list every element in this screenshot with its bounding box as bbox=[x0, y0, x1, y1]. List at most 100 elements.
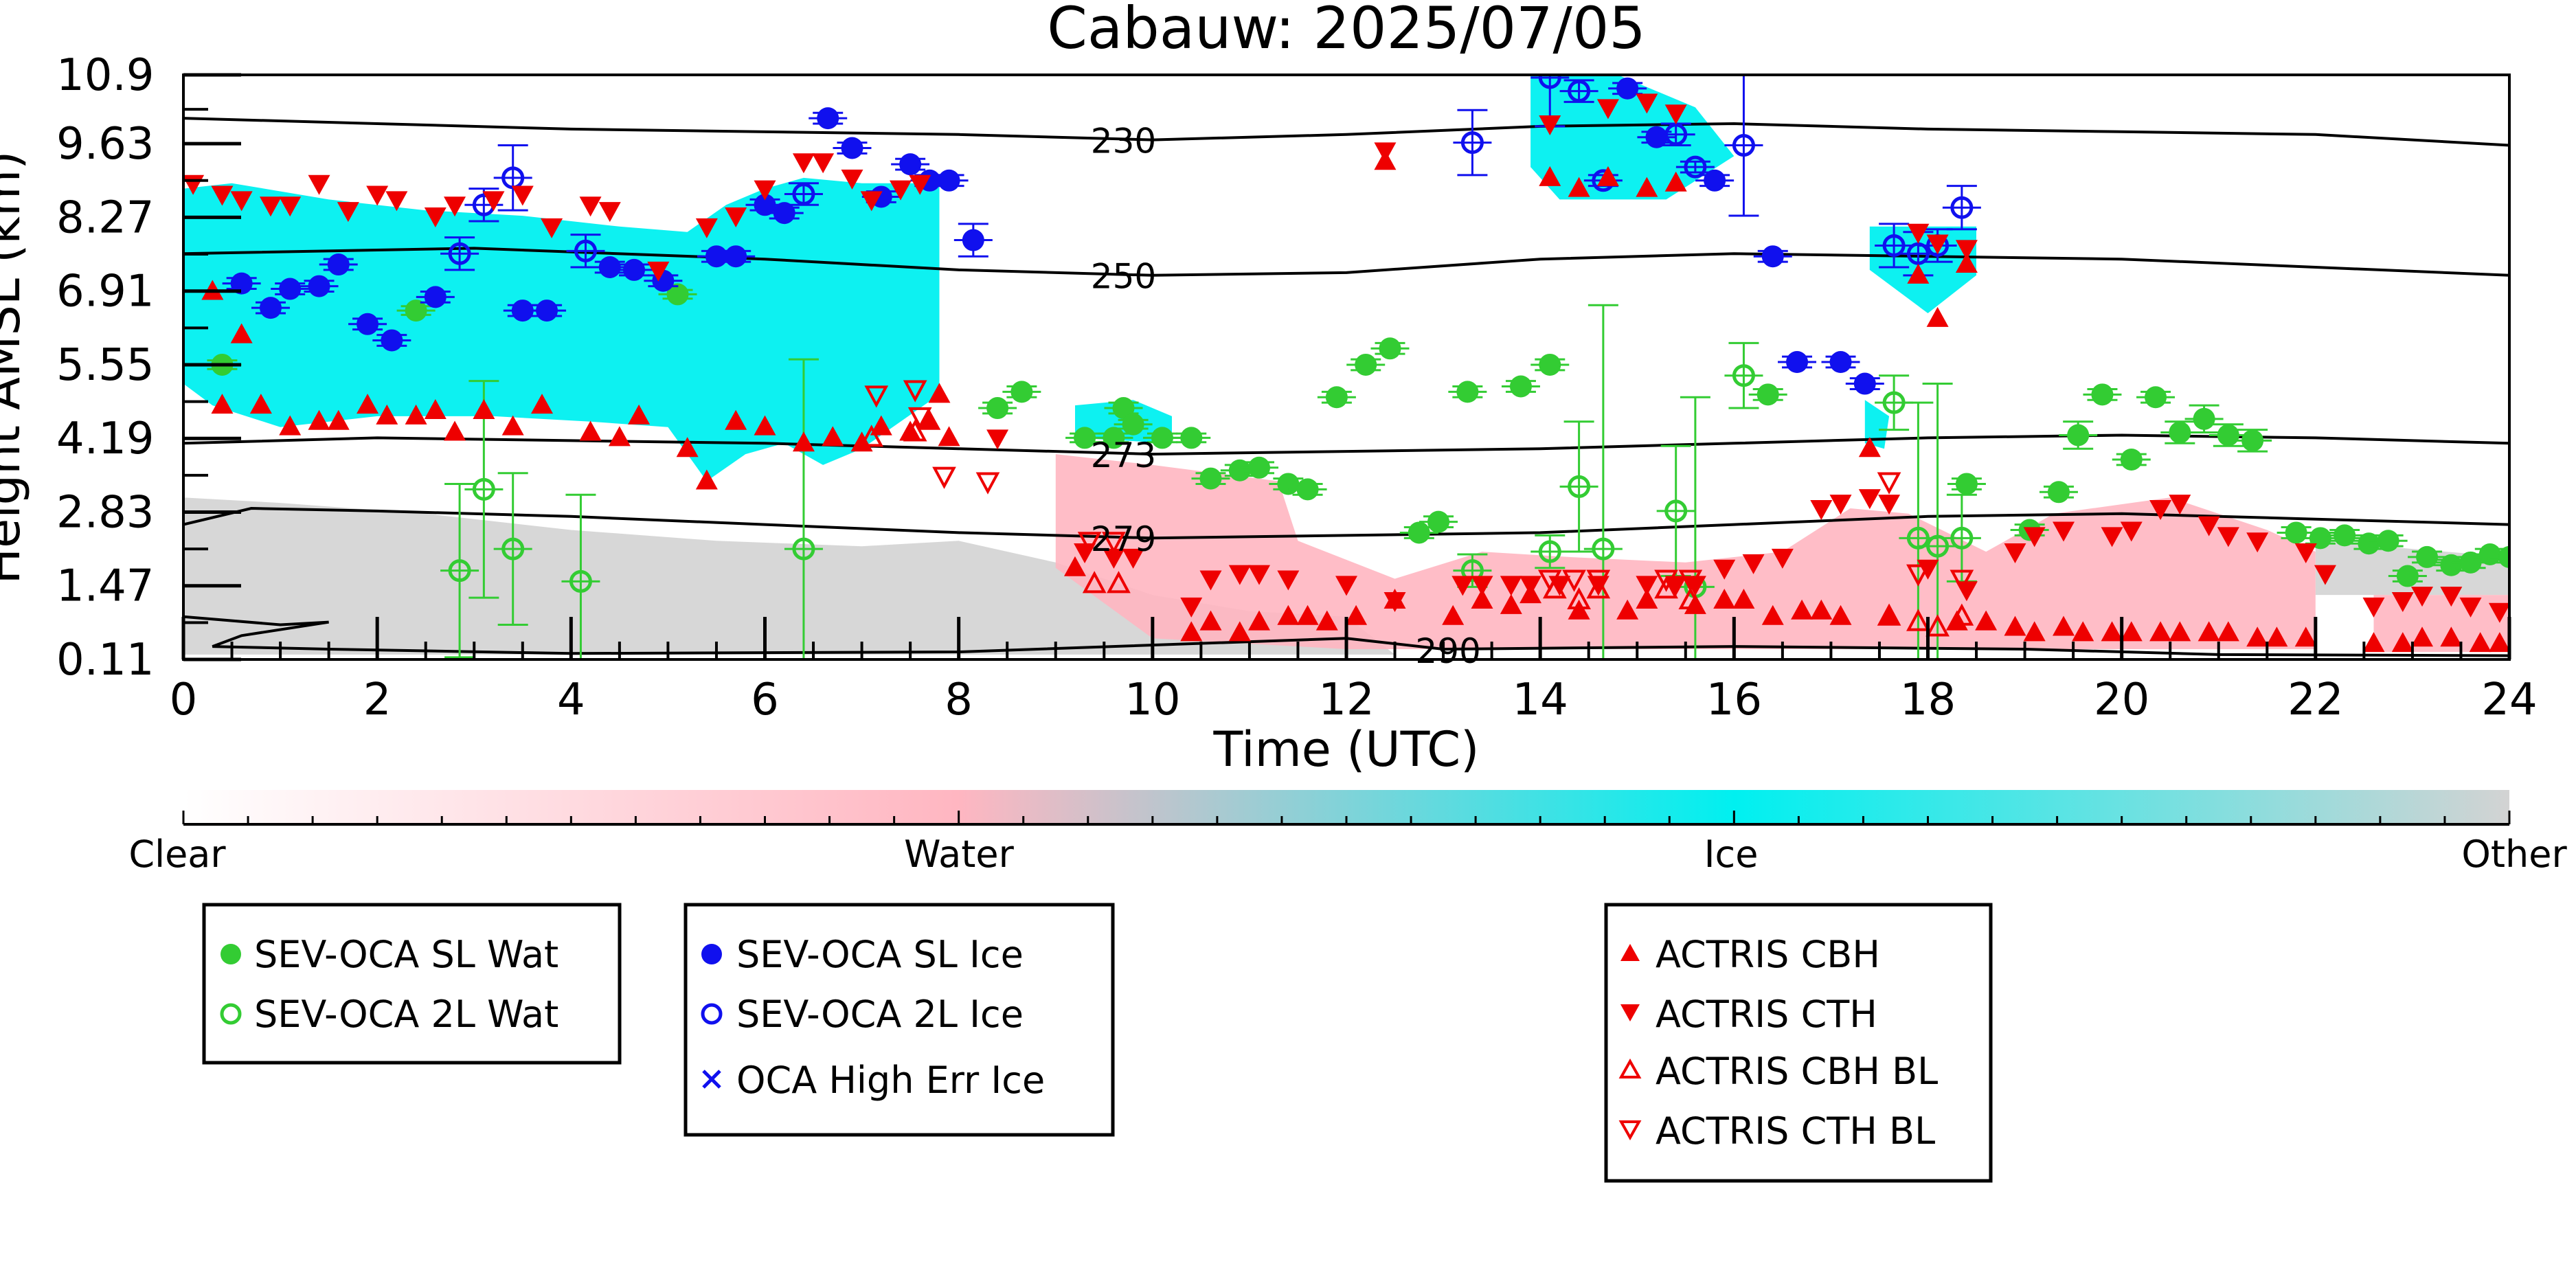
marker bbox=[725, 409, 747, 430]
marker bbox=[1228, 565, 1251, 585]
marker bbox=[1355, 353, 1377, 376]
marker bbox=[841, 137, 863, 159]
marker bbox=[1732, 134, 1755, 157]
marker bbox=[230, 191, 253, 212]
marker bbox=[511, 185, 534, 206]
marker bbox=[2488, 602, 2509, 623]
marker bbox=[1616, 599, 1639, 620]
marker bbox=[1122, 413, 1144, 436]
marker bbox=[1664, 123, 1688, 146]
marker bbox=[628, 404, 651, 425]
marker bbox=[308, 409, 330, 430]
marker bbox=[1010, 381, 1033, 403]
marker bbox=[1636, 576, 1658, 596]
marker bbox=[2072, 621, 2094, 642]
legend-marker-sev-oca-sl-wat bbox=[221, 944, 241, 964]
marker bbox=[1460, 131, 1484, 155]
marker bbox=[2169, 495, 2191, 515]
y-tick-label: 4.19 bbox=[56, 414, 155, 464]
marker bbox=[2197, 621, 2220, 642]
marker bbox=[308, 275, 330, 297]
marker bbox=[1248, 610, 1271, 631]
marker bbox=[1926, 534, 1950, 558]
series-sev-oca-sl-wat bbox=[203, 283, 2509, 587]
error-bar bbox=[493, 144, 532, 212]
marker bbox=[2285, 521, 2307, 544]
marker bbox=[405, 404, 427, 425]
marker bbox=[1926, 306, 1949, 327]
marker bbox=[2197, 516, 2220, 536]
marker bbox=[1277, 570, 1300, 591]
legend-label: SEV-OCA SL Ice bbox=[736, 933, 1024, 976]
error-bar bbox=[566, 234, 605, 269]
marker bbox=[579, 196, 602, 217]
y-tick-label: 8.27 bbox=[56, 192, 155, 243]
legend-label: ACTRIS CBH bbox=[1656, 933, 1880, 976]
marker bbox=[1950, 603, 1974, 626]
marker bbox=[2459, 551, 2482, 574]
marker bbox=[2047, 481, 2070, 504]
marker bbox=[890, 180, 912, 201]
legend-marker-actris-cth bbox=[1620, 1004, 1640, 1021]
y-tick-label: 6.91 bbox=[56, 267, 155, 317]
marker bbox=[279, 278, 302, 300]
marker bbox=[1907, 223, 1930, 244]
isotherm-line bbox=[183, 433, 2509, 456]
marker bbox=[1906, 609, 1930, 631]
marker bbox=[608, 426, 631, 447]
marker bbox=[2266, 626, 2288, 647]
y-tick-label: 10.9 bbox=[56, 50, 155, 101]
marker bbox=[1678, 569, 1703, 592]
x-tick-label: 2 bbox=[363, 675, 392, 725]
marker bbox=[1955, 253, 1978, 273]
marker bbox=[2120, 448, 2143, 471]
error-bar bbox=[1675, 160, 1715, 174]
cloud-region-water bbox=[2373, 595, 2509, 652]
marker bbox=[1858, 437, 1881, 457]
marker bbox=[1791, 599, 1814, 620]
marker bbox=[1379, 337, 1401, 360]
data-series bbox=[183, 75, 2509, 659]
cloud-region-ice bbox=[1869, 226, 1976, 313]
marker bbox=[1636, 177, 1658, 197]
marker bbox=[2246, 532, 2269, 553]
marker bbox=[1636, 93, 1658, 114]
marker bbox=[2241, 429, 2264, 452]
marker bbox=[249, 394, 272, 414]
marker bbox=[899, 153, 922, 176]
marker bbox=[1199, 570, 1222, 591]
marker bbox=[918, 409, 941, 430]
marker bbox=[1471, 589, 1493, 609]
marker bbox=[2377, 530, 2399, 552]
marker bbox=[424, 207, 447, 228]
marker bbox=[1345, 605, 1368, 625]
marker bbox=[822, 426, 844, 447]
marker bbox=[574, 239, 597, 262]
isotherm-label: 273 bbox=[1091, 436, 1156, 475]
marker bbox=[1325, 386, 1348, 409]
marker bbox=[579, 420, 602, 441]
marker bbox=[2193, 407, 2215, 430]
marker bbox=[1063, 556, 1086, 576]
marker bbox=[472, 477, 495, 501]
marker bbox=[259, 196, 282, 217]
error-bar bbox=[1875, 374, 1914, 431]
marker bbox=[376, 404, 398, 425]
cloud-region-other bbox=[183, 497, 1395, 655]
marker bbox=[501, 537, 525, 561]
legend-box-actris: ACTRIS CBH ACTRIS CTH ACTRIS CBH BL ACTR… bbox=[1604, 903, 1993, 1183]
legend-box-oca-ice: SEV-OCA SL Ice SEV-OCA 2L Ice OCA High E… bbox=[683, 903, 1115, 1137]
marker bbox=[1112, 397, 1135, 420]
marker bbox=[1664, 499, 1688, 523]
marker bbox=[1562, 569, 1586, 592]
marker bbox=[1975, 610, 1998, 631]
legend-label: SEV-OCA SL Wat bbox=[254, 933, 558, 976]
marker bbox=[444, 196, 466, 217]
marker bbox=[444, 420, 466, 441]
error-bar bbox=[1942, 493, 1981, 583]
marker bbox=[860, 191, 883, 212]
legend-label: SEV-OCA 2L Ice bbox=[736, 993, 1024, 1036]
marker bbox=[2411, 626, 2434, 647]
marker bbox=[754, 180, 776, 201]
marker bbox=[647, 261, 670, 282]
